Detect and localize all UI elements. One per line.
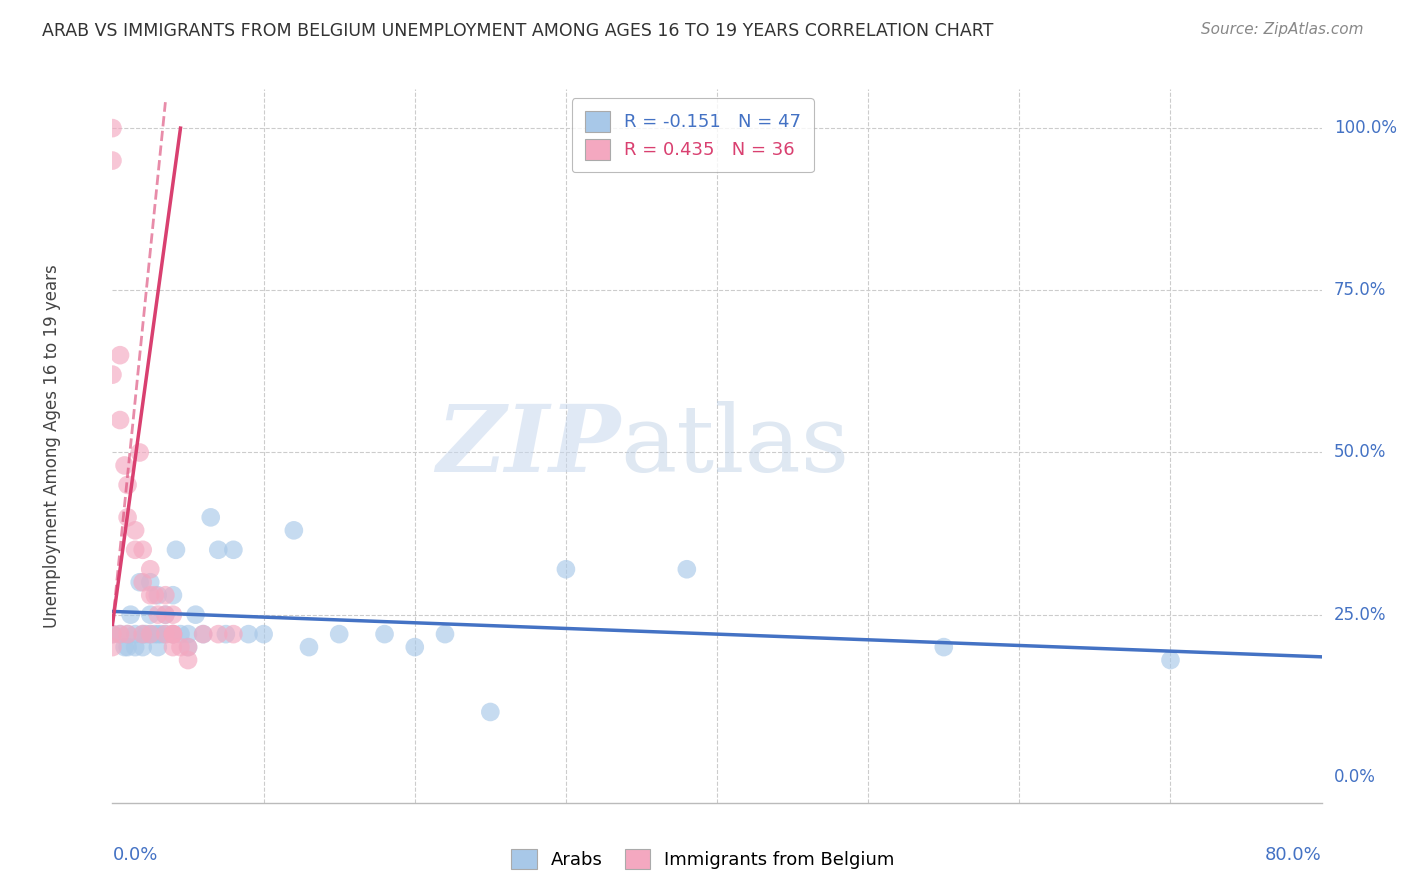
Point xyxy=(101,627,124,641)
Point xyxy=(479,705,502,719)
Point xyxy=(117,640,139,654)
Point xyxy=(253,627,276,641)
Point xyxy=(117,627,139,641)
Point xyxy=(215,627,238,641)
Point xyxy=(162,607,184,622)
Legend: R = -0.151   N = 47, R = 0.435   N = 36: R = -0.151 N = 47, R = 0.435 N = 36 xyxy=(572,98,814,172)
Point xyxy=(169,640,191,654)
Point xyxy=(143,588,166,602)
Point xyxy=(128,575,150,590)
Point xyxy=(117,510,139,524)
Point xyxy=(283,524,305,538)
Point xyxy=(155,607,177,622)
Text: 75.0%: 75.0% xyxy=(1334,281,1386,300)
Text: 50.0%: 50.0% xyxy=(1334,443,1386,461)
Point xyxy=(932,640,955,654)
Point xyxy=(108,348,131,362)
Point xyxy=(191,627,214,641)
Point xyxy=(155,627,177,641)
Point xyxy=(132,627,155,641)
Point xyxy=(132,575,155,590)
Point xyxy=(207,542,229,557)
Point xyxy=(155,588,177,602)
Point xyxy=(177,640,200,654)
Point xyxy=(139,607,162,622)
Point xyxy=(675,562,697,576)
Point xyxy=(222,627,245,641)
Point xyxy=(146,627,169,641)
Point xyxy=(177,627,200,641)
Legend: Arabs, Immigrants from Belgium: Arabs, Immigrants from Belgium xyxy=(502,839,904,879)
Point xyxy=(404,640,426,654)
Point xyxy=(146,588,169,602)
Point xyxy=(132,542,155,557)
Point xyxy=(177,653,200,667)
Point xyxy=(155,607,177,622)
Point xyxy=(139,588,162,602)
Point xyxy=(132,640,155,654)
Point xyxy=(117,627,139,641)
Text: atlas: atlas xyxy=(620,401,849,491)
Point xyxy=(139,627,162,641)
Point xyxy=(155,627,177,641)
Point xyxy=(162,627,184,641)
Point xyxy=(143,627,166,641)
Point xyxy=(162,627,184,641)
Text: Unemployment Among Ages 16 to 19 years: Unemployment Among Ages 16 to 19 years xyxy=(44,264,60,628)
Point xyxy=(184,607,207,622)
Point xyxy=(124,627,146,641)
Point xyxy=(108,413,131,427)
Point xyxy=(165,542,187,557)
Text: 100.0%: 100.0% xyxy=(1334,120,1396,137)
Point xyxy=(114,458,136,473)
Point xyxy=(108,627,131,641)
Point xyxy=(177,640,200,654)
Point xyxy=(191,627,214,641)
Point xyxy=(120,607,142,622)
Point xyxy=(433,627,456,641)
Point xyxy=(222,542,245,557)
Point xyxy=(169,627,191,641)
Text: 0.0%: 0.0% xyxy=(1334,768,1375,786)
Point xyxy=(124,542,146,557)
Point xyxy=(108,627,131,641)
Point xyxy=(554,562,576,576)
Text: Source: ZipAtlas.com: Source: ZipAtlas.com xyxy=(1201,22,1364,37)
Point xyxy=(128,445,150,459)
Point xyxy=(101,368,124,382)
Point xyxy=(328,627,350,641)
Point xyxy=(139,627,162,641)
Point xyxy=(101,121,124,136)
Point xyxy=(162,627,184,641)
Text: 0.0%: 0.0% xyxy=(112,846,157,863)
Point xyxy=(101,153,124,168)
Point xyxy=(139,562,162,576)
Text: 80.0%: 80.0% xyxy=(1265,846,1322,863)
Point xyxy=(101,627,124,641)
Point xyxy=(117,478,139,492)
Point xyxy=(298,640,321,654)
Point xyxy=(101,640,124,654)
Point xyxy=(374,627,396,641)
Point xyxy=(238,627,260,641)
Point xyxy=(139,575,162,590)
Point xyxy=(146,640,169,654)
Text: ZIP: ZIP xyxy=(436,401,620,491)
Text: 25.0%: 25.0% xyxy=(1334,606,1386,624)
Point xyxy=(162,640,184,654)
Point xyxy=(132,627,155,641)
Point xyxy=(1159,653,1181,667)
Point xyxy=(114,640,136,654)
Point xyxy=(162,627,184,641)
Point xyxy=(162,588,184,602)
Point xyxy=(207,627,229,641)
Point xyxy=(124,524,146,538)
Point xyxy=(200,510,222,524)
Point xyxy=(146,607,169,622)
Point xyxy=(135,627,157,641)
Text: ARAB VS IMMIGRANTS FROM BELGIUM UNEMPLOYMENT AMONG AGES 16 TO 19 YEARS CORRELATI: ARAB VS IMMIGRANTS FROM BELGIUM UNEMPLOY… xyxy=(42,22,994,40)
Point xyxy=(124,640,146,654)
Point xyxy=(149,627,172,641)
